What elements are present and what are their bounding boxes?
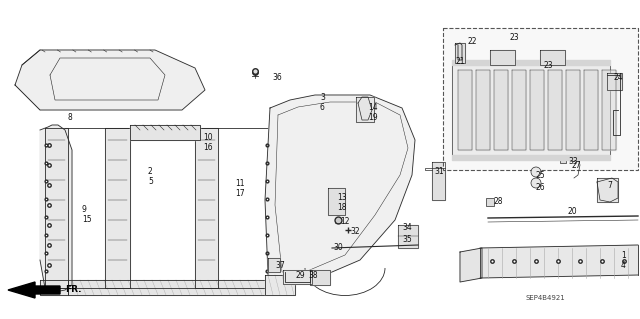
Polygon shape <box>40 125 72 292</box>
Text: 25: 25 <box>535 170 545 180</box>
Text: 29: 29 <box>295 271 305 279</box>
Polygon shape <box>105 128 130 288</box>
Polygon shape <box>398 225 418 248</box>
Text: 11: 11 <box>235 179 244 188</box>
Text: 14: 14 <box>368 103 378 113</box>
Text: 1: 1 <box>621 250 626 259</box>
Text: 24: 24 <box>613 73 623 83</box>
Polygon shape <box>15 50 205 110</box>
Text: 6: 6 <box>320 102 325 112</box>
Polygon shape <box>8 282 60 298</box>
Text: 36: 36 <box>272 73 282 83</box>
Polygon shape <box>452 60 610 65</box>
Text: 3: 3 <box>320 93 325 101</box>
Text: 19: 19 <box>368 114 378 122</box>
Circle shape <box>531 178 541 188</box>
Polygon shape <box>432 162 445 200</box>
Text: 5: 5 <box>148 177 153 187</box>
Polygon shape <box>265 275 295 295</box>
Text: FR.: FR. <box>65 286 81 294</box>
Text: 35: 35 <box>402 235 412 244</box>
Polygon shape <box>268 258 280 272</box>
Text: 18: 18 <box>337 204 346 212</box>
Text: 37: 37 <box>275 261 285 270</box>
Polygon shape <box>458 70 472 150</box>
Text: 12: 12 <box>340 218 349 226</box>
Text: 28: 28 <box>494 197 504 206</box>
Text: 27: 27 <box>572 160 582 169</box>
Polygon shape <box>130 125 200 140</box>
Polygon shape <box>40 280 68 295</box>
Text: 26: 26 <box>535 183 545 192</box>
Polygon shape <box>597 178 618 202</box>
Polygon shape <box>45 128 68 288</box>
Text: 10: 10 <box>203 133 212 143</box>
Text: 9: 9 <box>82 205 87 214</box>
Polygon shape <box>480 245 638 278</box>
Polygon shape <box>476 70 490 150</box>
Polygon shape <box>356 97 374 122</box>
Polygon shape <box>68 280 265 295</box>
Polygon shape <box>607 73 622 90</box>
Text: 16: 16 <box>203 144 212 152</box>
Polygon shape <box>195 128 218 288</box>
Polygon shape <box>452 65 610 155</box>
Text: 20: 20 <box>567 207 577 217</box>
Text: 34: 34 <box>402 224 412 233</box>
Polygon shape <box>328 188 345 215</box>
Polygon shape <box>283 270 312 284</box>
Text: 13: 13 <box>337 194 347 203</box>
Polygon shape <box>602 70 616 150</box>
Text: 30: 30 <box>333 243 343 253</box>
Polygon shape <box>265 95 415 282</box>
Polygon shape <box>452 155 610 160</box>
Polygon shape <box>548 70 562 150</box>
Text: 2: 2 <box>148 167 153 176</box>
Polygon shape <box>512 70 526 150</box>
Text: 17: 17 <box>235 189 244 197</box>
Text: 38: 38 <box>308 271 317 279</box>
Text: 4: 4 <box>621 261 626 270</box>
Polygon shape <box>530 70 544 150</box>
Circle shape <box>531 167 541 177</box>
Text: 31: 31 <box>434 167 444 176</box>
Polygon shape <box>494 70 508 150</box>
Polygon shape <box>566 70 580 150</box>
Bar <box>443 28 638 170</box>
Text: 23: 23 <box>543 61 552 70</box>
Text: 21: 21 <box>455 57 465 66</box>
Text: 7: 7 <box>607 181 612 189</box>
Polygon shape <box>584 70 598 150</box>
Text: SEP4B4921: SEP4B4921 <box>525 295 565 301</box>
Text: 8: 8 <box>68 114 73 122</box>
Polygon shape <box>455 43 465 63</box>
Text: 32: 32 <box>350 227 360 236</box>
Text: 15: 15 <box>82 216 92 225</box>
Polygon shape <box>540 50 565 65</box>
Text: 23: 23 <box>510 33 520 42</box>
Polygon shape <box>310 270 330 285</box>
Polygon shape <box>490 50 515 65</box>
Polygon shape <box>460 248 482 282</box>
Text: 22: 22 <box>467 38 477 47</box>
Text: 33: 33 <box>568 158 578 167</box>
